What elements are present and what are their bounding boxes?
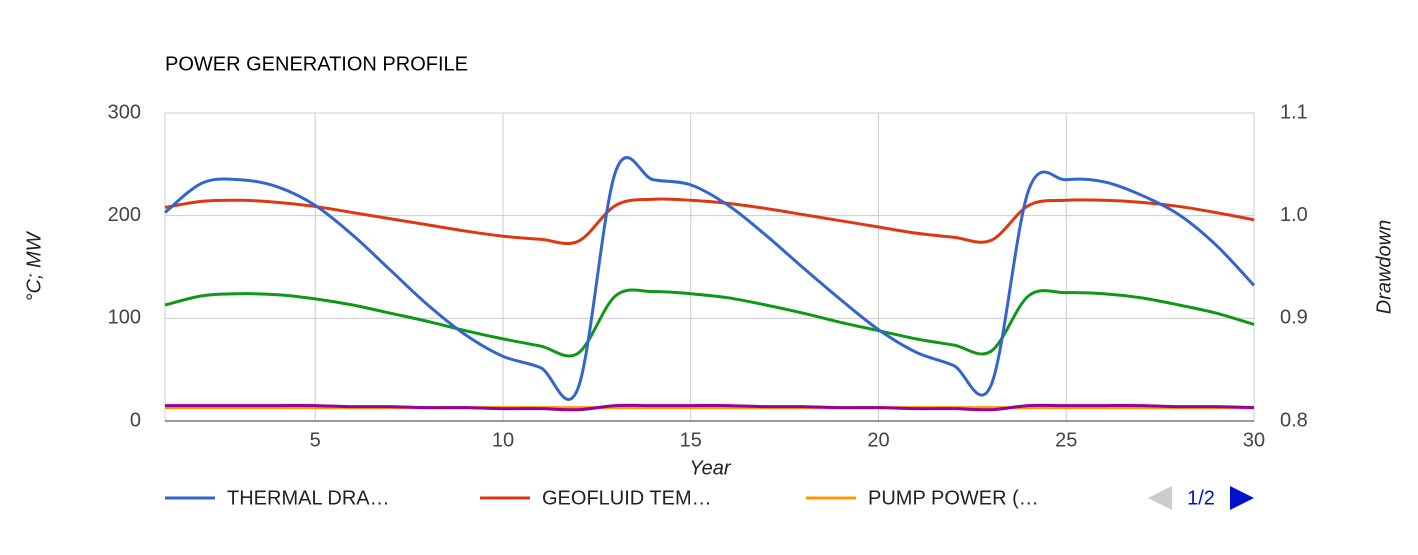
y-tick-label: 0 [130,409,141,431]
y2-tick-label: 1.0 [1280,204,1308,226]
x-tick-label: 20 [867,429,889,451]
y2-tick-label: 0.9 [1280,307,1308,329]
series-line [164,197,1255,246]
legend-prev[interactable] [1148,486,1172,510]
legend-next[interactable] [1230,486,1254,510]
y2-tick-label: 0.8 [1280,409,1308,431]
legend-label: GEOFLUID TEM… [542,487,712,509]
y2-axis-title: Drawdown [1373,220,1395,314]
x-tick-label: 10 [492,429,514,451]
x-tick-label: 5 [310,429,321,451]
legend-label: THERMAL DRA… [227,487,390,509]
y-tick-label: 300 [108,101,141,123]
y-tick-label: 200 [108,204,141,226]
plot-border [164,112,1255,422]
chart-title: POWER GENERATION PROFILE [165,53,468,75]
series-line [164,156,1256,401]
series-line [164,288,1255,358]
x-tick-label: 30 [1243,429,1265,451]
legend-label: PUMP POWER (… [868,487,1039,509]
x-tick-label: 15 [680,429,702,451]
series-line [164,403,1255,412]
x-tick-label: 25 [1055,429,1077,451]
legend-page: 1/2 [1187,487,1215,509]
y-tick-label: 100 [108,307,141,329]
y-axis-title: °C; MW [23,230,45,301]
x-axis-title: Year [689,457,731,479]
y2-tick-label: 1.1 [1280,101,1308,123]
